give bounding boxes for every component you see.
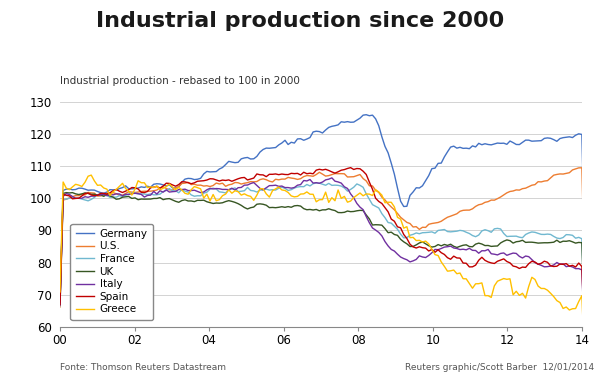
Spain — [56, 302, 64, 307]
Italy — [197, 190, 204, 195]
Germany — [478, 143, 485, 147]
UK — [581, 334, 589, 338]
Germany — [56, 299, 64, 303]
Legend: Germany, U.S., France, UK, Italy, Spain, Greece: Germany, U.S., France, UK, Italy, Spain,… — [70, 224, 153, 320]
UK — [200, 198, 208, 202]
Italy — [469, 248, 476, 253]
Greece — [469, 286, 476, 291]
Greece — [581, 367, 589, 371]
Line: France: France — [60, 183, 585, 333]
Spain — [347, 165, 354, 170]
Line: Greece: Greece — [60, 175, 585, 369]
Germany — [581, 261, 589, 265]
UK — [478, 242, 485, 246]
Spain — [581, 349, 589, 353]
Greece — [506, 277, 514, 281]
U.S. — [263, 177, 270, 182]
France — [469, 233, 476, 238]
UK — [56, 300, 64, 304]
U.S. — [581, 283, 589, 288]
Line: Italy: Italy — [60, 178, 585, 352]
Germany — [506, 139, 514, 143]
France — [56, 303, 64, 308]
France — [197, 194, 204, 198]
Text: Fonte: Thomson Reuters Datastream: Fonte: Thomson Reuters Datastream — [60, 363, 226, 372]
Greece — [560, 306, 567, 311]
Spain — [506, 261, 514, 265]
Text: Reuters graphic/Scott Barber  12/01/2014: Reuters graphic/Scott Barber 12/01/2014 — [405, 363, 594, 372]
France — [478, 229, 485, 233]
Spain — [478, 255, 485, 259]
Spain — [560, 262, 567, 267]
Line: Germany: Germany — [60, 115, 585, 301]
Italy — [328, 176, 335, 180]
Germany — [560, 135, 567, 140]
U.S. — [556, 172, 563, 176]
France — [581, 331, 589, 335]
Spain — [197, 179, 204, 183]
Greece — [266, 195, 273, 199]
U.S. — [475, 203, 482, 207]
Germany — [263, 146, 270, 150]
UK — [62, 190, 70, 195]
France — [560, 235, 567, 240]
U.S. — [503, 191, 511, 195]
UK — [506, 238, 514, 243]
UK — [266, 205, 273, 210]
Greece — [478, 280, 485, 285]
Spain — [469, 265, 476, 269]
Line: Spain: Spain — [60, 168, 585, 351]
France — [313, 181, 320, 185]
Italy — [581, 350, 589, 355]
Greece — [56, 290, 64, 294]
Text: Industrial production since 2000: Industrial production since 2000 — [96, 11, 504, 31]
U.S. — [197, 183, 204, 187]
U.S. — [56, 305, 64, 309]
UK — [469, 244, 476, 249]
U.S. — [466, 208, 473, 212]
Greece — [88, 173, 95, 177]
Spain — [263, 174, 270, 179]
Line: U.S.: U.S. — [60, 168, 585, 307]
Germany — [469, 144, 476, 148]
Italy — [56, 303, 64, 307]
Italy — [478, 249, 485, 253]
Italy — [506, 252, 514, 256]
France — [263, 187, 270, 191]
U.S. — [578, 165, 586, 170]
UK — [560, 239, 567, 243]
Text: Industrial production - rebased to 100 in 2000: Industrial production - rebased to 100 i… — [60, 76, 300, 86]
Italy — [560, 262, 567, 266]
Germany — [362, 112, 370, 117]
Greece — [200, 196, 208, 200]
Germany — [197, 176, 204, 180]
Line: UK: UK — [60, 193, 585, 336]
France — [506, 234, 514, 238]
Italy — [263, 185, 270, 190]
